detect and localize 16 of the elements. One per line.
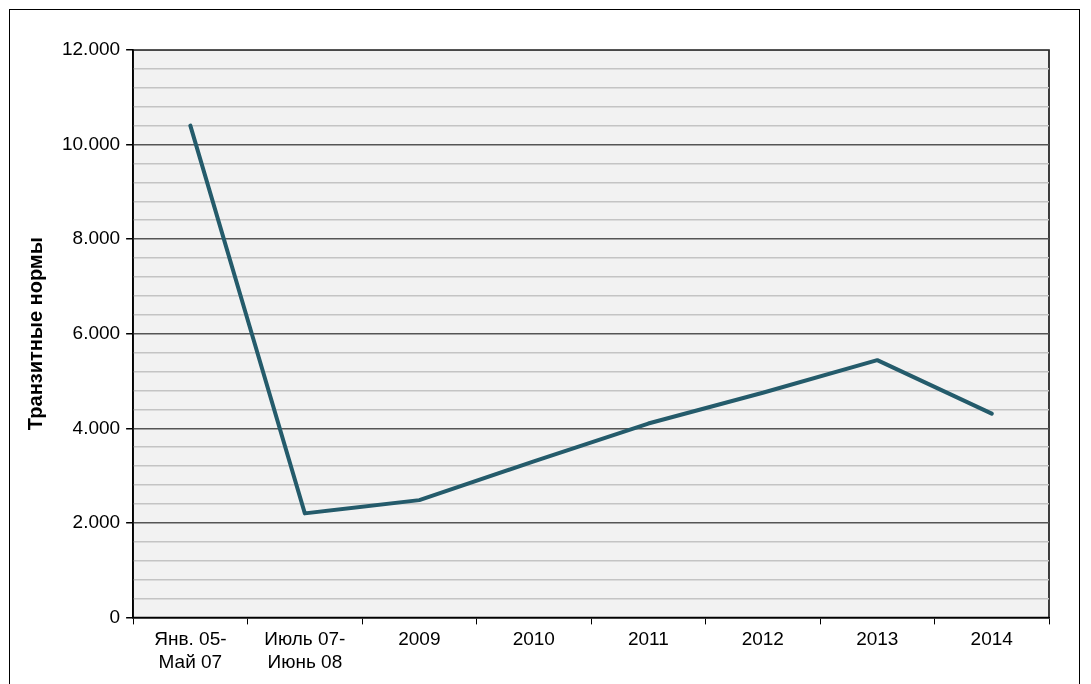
x-tick-label: 2011 bbox=[627, 628, 669, 650]
y-tick-label: 6.000 bbox=[72, 321, 121, 343]
y-tick-label: 2.000 bbox=[72, 511, 121, 533]
x-tick-label: 2012 bbox=[741, 628, 784, 650]
x-tick-label: 2013 bbox=[856, 628, 899, 650]
y-axis-title: Транзитные нормы bbox=[23, 237, 46, 431]
y-tick-label: 12.000 bbox=[61, 38, 121, 60]
y-tick-label: 4.000 bbox=[72, 416, 121, 438]
y-tick-label: 0 bbox=[109, 605, 121, 627]
y-tick-label: 10.000 bbox=[61, 132, 121, 154]
y-tick-label: 8.000 bbox=[72, 227, 121, 249]
x-tick-label: 2010 bbox=[512, 628, 555, 650]
x-tick-label: 2014 bbox=[970, 628, 1014, 650]
x-tick-label: Янв. 05- Май 07 bbox=[154, 628, 227, 672]
x-tick-label: 2009 bbox=[398, 628, 441, 650]
x-tick-label: Июль 07- Июнь 08 bbox=[264, 628, 346, 672]
